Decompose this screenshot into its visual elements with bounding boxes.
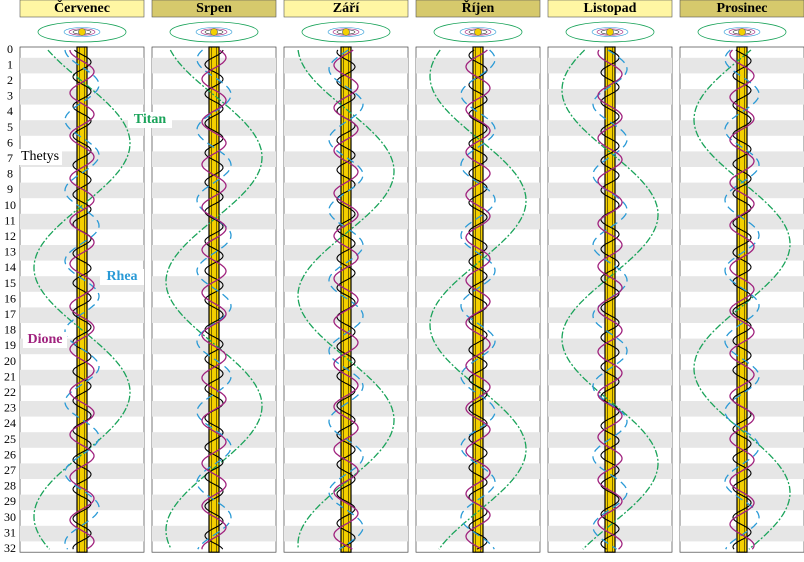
moon-path bbox=[201, 49, 227, 550]
day-label: 3 bbox=[7, 89, 13, 103]
label-bg bbox=[18, 149, 62, 165]
day-label: 2 bbox=[7, 73, 13, 87]
moon-path bbox=[732, 49, 752, 550]
moon-path bbox=[468, 49, 488, 550]
month-label: Září bbox=[333, 1, 361, 16]
saturn-strip bbox=[604, 46, 616, 553]
day-label: 32 bbox=[4, 541, 16, 555]
month-header bbox=[679, 0, 804, 18]
day-label: 27 bbox=[4, 463, 16, 477]
day-label: 1 bbox=[7, 57, 13, 71]
month-label: Červenec bbox=[54, 0, 110, 16]
day-label: 26 bbox=[4, 447, 16, 461]
day-label: 15 bbox=[4, 276, 16, 290]
day-label: 8 bbox=[7, 167, 13, 181]
month-header bbox=[19, 0, 145, 18]
saturn-icon bbox=[78, 28, 86, 36]
moon-path bbox=[693, 49, 791, 550]
day-label: 17 bbox=[4, 307, 16, 321]
orbit-icon bbox=[591, 27, 629, 37]
day-label: 18 bbox=[4, 323, 16, 337]
orbit-icon bbox=[301, 21, 391, 43]
day-label: 14 bbox=[4, 260, 16, 274]
moon-path bbox=[196, 49, 232, 550]
moon-path bbox=[336, 49, 356, 550]
moon-path bbox=[465, 49, 491, 550]
orbit-icon bbox=[63, 27, 101, 37]
moon-path bbox=[204, 49, 224, 550]
moon-path bbox=[729, 49, 755, 550]
saturn-icon bbox=[474, 28, 482, 36]
month-header bbox=[283, 0, 409, 18]
day-label: 30 bbox=[4, 510, 16, 524]
month-label: Prosinec bbox=[716, 1, 767, 16]
day-label: 5 bbox=[7, 120, 13, 134]
day-label: 9 bbox=[7, 182, 13, 196]
day-label: 20 bbox=[4, 354, 16, 368]
moon-path bbox=[64, 49, 100, 550]
saturn-icon bbox=[342, 28, 350, 36]
moon-path bbox=[724, 49, 760, 550]
day-label: 24 bbox=[4, 416, 16, 430]
orbit-icon bbox=[697, 21, 787, 43]
day-label: 23 bbox=[4, 401, 16, 415]
moon-label: Thetys bbox=[21, 149, 59, 164]
orbit-icon bbox=[195, 27, 233, 37]
label-bg bbox=[128, 112, 172, 128]
moon-path bbox=[460, 49, 496, 550]
day-label: 21 bbox=[4, 369, 16, 383]
day-label: 22 bbox=[4, 385, 16, 399]
moon-path bbox=[597, 49, 623, 550]
moon-label: Dione bbox=[28, 332, 63, 347]
month-header bbox=[415, 0, 541, 18]
day-label: 29 bbox=[4, 494, 16, 508]
orbit-icon bbox=[327, 27, 365, 37]
day-label: 7 bbox=[7, 151, 13, 165]
month-label: Srpen bbox=[196, 1, 232, 16]
day-label: 16 bbox=[4, 291, 16, 305]
day-label: 13 bbox=[4, 245, 16, 259]
moon-path bbox=[69, 50, 95, 550]
moon-path bbox=[72, 49, 92, 550]
day-label: 31 bbox=[4, 525, 16, 539]
day-label: 6 bbox=[7, 135, 13, 149]
moon-path bbox=[592, 49, 628, 550]
saturn-icon bbox=[210, 28, 218, 36]
label-bg bbox=[23, 332, 67, 348]
moon-path bbox=[328, 49, 364, 550]
moon-label: Titan bbox=[134, 112, 167, 127]
saturn-strip bbox=[76, 46, 88, 553]
label-bg bbox=[100, 269, 144, 285]
saturn-strip bbox=[472, 46, 484, 553]
day-label: 28 bbox=[4, 479, 16, 493]
orbit-icon bbox=[433, 21, 523, 43]
day-label: 11 bbox=[4, 213, 16, 227]
day-label: 12 bbox=[4, 229, 16, 243]
moon-path bbox=[333, 49, 359, 550]
orbit-icon bbox=[169, 21, 259, 43]
day-label: 25 bbox=[4, 432, 16, 446]
orbit-icon bbox=[459, 27, 497, 37]
saturn-icon bbox=[606, 28, 614, 36]
day-label: 19 bbox=[4, 338, 16, 352]
day-label: 4 bbox=[7, 104, 13, 118]
moon-path bbox=[165, 49, 263, 550]
moon-path bbox=[429, 49, 527, 550]
moon-path bbox=[297, 50, 395, 550]
month-label: Říjen bbox=[462, 0, 495, 16]
day-label: 0 bbox=[7, 42, 13, 56]
month-header bbox=[547, 0, 673, 18]
month-label: Listopad bbox=[584, 1, 637, 16]
saturn-icon bbox=[738, 28, 746, 36]
saturn-strip bbox=[340, 46, 352, 553]
day-label: 10 bbox=[4, 198, 16, 212]
moon-path bbox=[561, 49, 659, 550]
moon-label: Rhea bbox=[106, 269, 137, 284]
orbit-icon bbox=[37, 21, 127, 43]
orbit-icon bbox=[565, 21, 655, 43]
month-header bbox=[151, 0, 277, 18]
orbit-icon bbox=[723, 27, 761, 37]
